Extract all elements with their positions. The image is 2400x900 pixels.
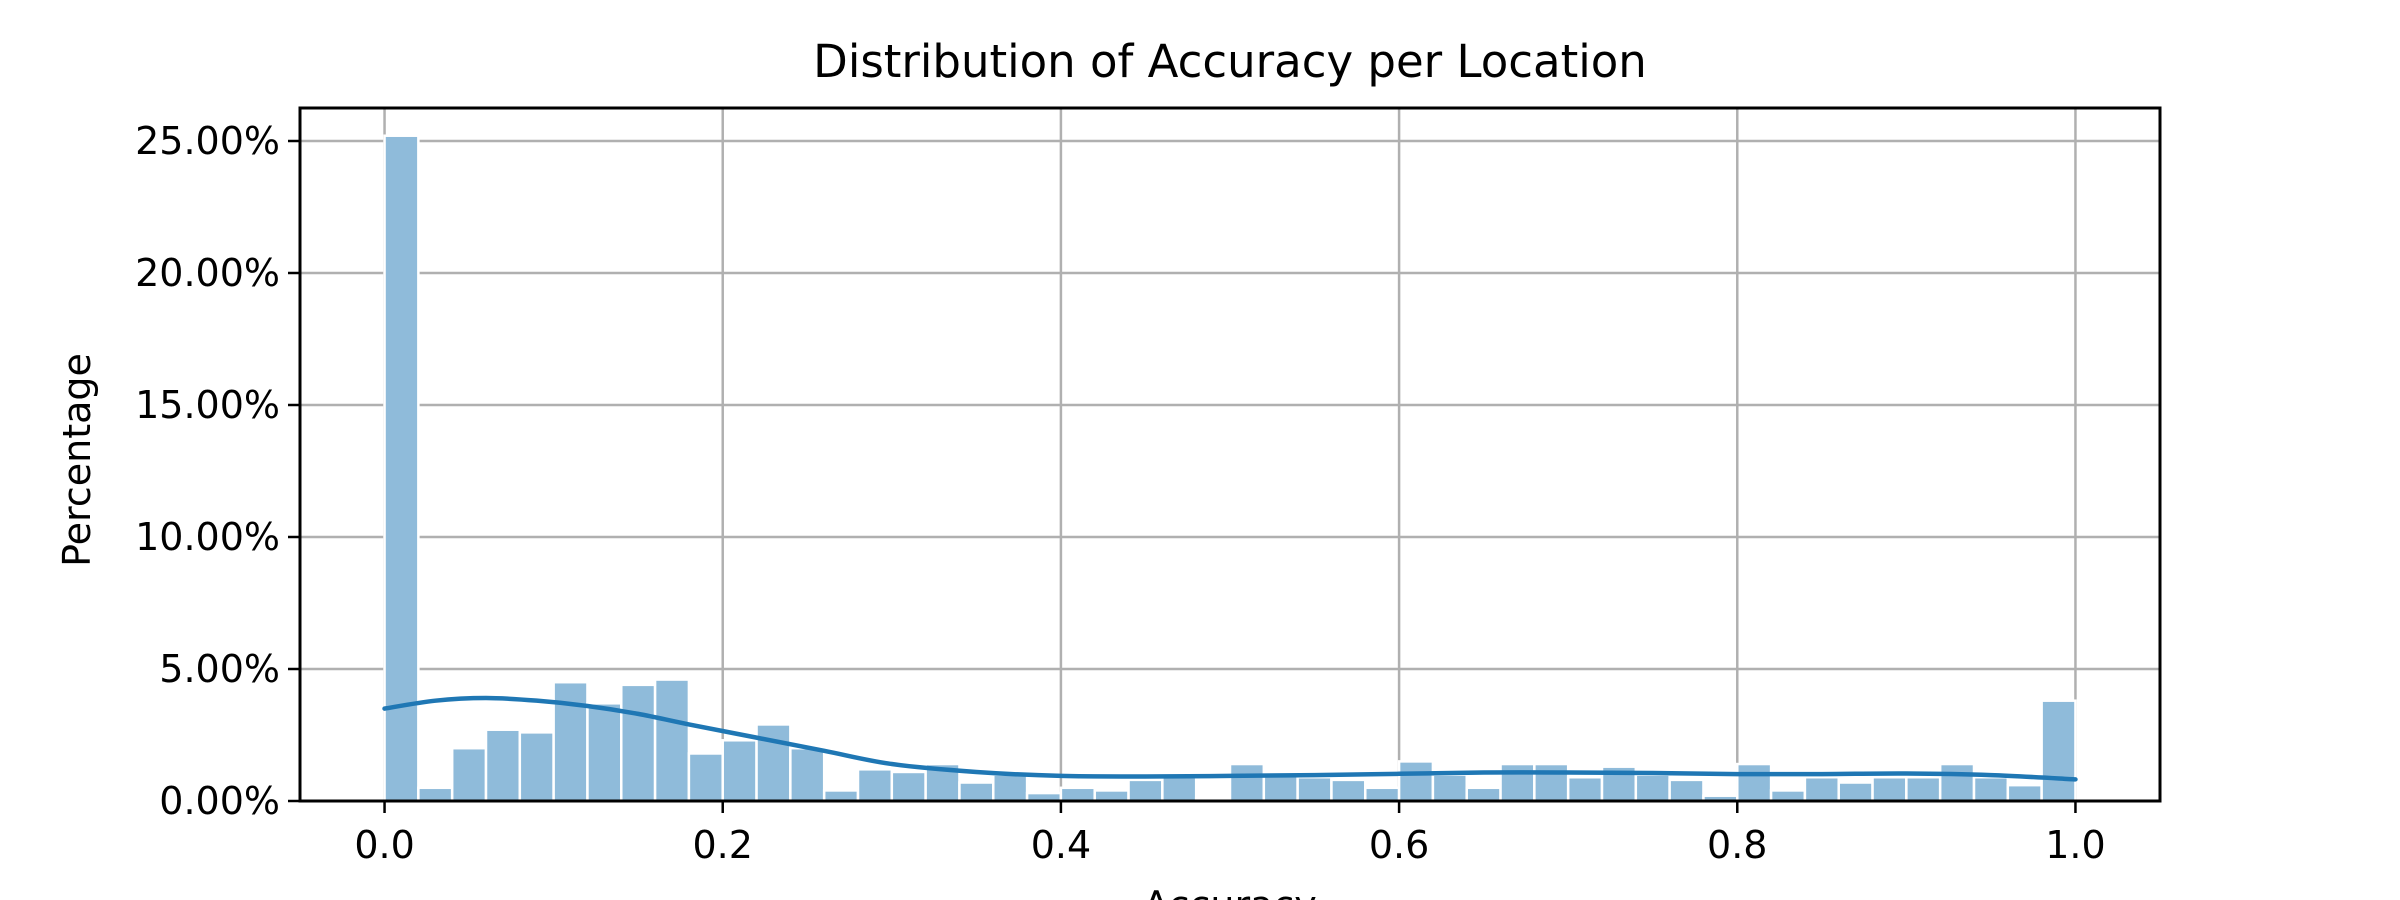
histogram-bar xyxy=(586,702,623,803)
histogram-bar xyxy=(856,768,894,803)
histogram-bar xyxy=(1803,775,1840,803)
histogram-bar xyxy=(992,773,1029,803)
y-tick-label: 10.00% xyxy=(135,515,280,559)
x-tick-label: 0.4 xyxy=(1031,823,1091,867)
histogram-bar xyxy=(1769,789,1807,803)
x-tick-label: 0.0 xyxy=(354,823,414,867)
histogram-bar xyxy=(1127,778,1164,803)
chart-title: Distribution of Accuracy per Location xyxy=(813,35,1647,88)
histogram-bar xyxy=(620,683,657,803)
histogram-bar xyxy=(1364,786,1401,803)
histogram-bar xyxy=(1330,778,1367,803)
plot-frame xyxy=(298,106,2162,803)
histogram-bar xyxy=(1161,775,1198,803)
histogram-bar xyxy=(2040,699,2077,803)
histogram-bar xyxy=(1905,775,1942,803)
histogram-bar xyxy=(1262,773,1299,803)
histogram-bar xyxy=(653,678,691,803)
y-tick-label: 5.00% xyxy=(159,647,280,691)
histogram-bar xyxy=(417,786,454,803)
histogram-bar xyxy=(1668,778,1705,803)
histogram-bar xyxy=(1533,762,1570,803)
histogram-bar xyxy=(789,746,826,803)
histogram-bar xyxy=(721,739,758,803)
axis-ticks: 0.0 0.2 0.4 0.6 0.8 1.0 0.00% 5.00% 10.00% 15.00%… xyxy=(135,119,2106,867)
histogram-bar xyxy=(822,789,860,803)
histogram-bar xyxy=(552,680,589,803)
histogram-bar xyxy=(2006,783,2043,803)
histogram-bar xyxy=(484,728,522,803)
x-tick-label: 0.8 xyxy=(1707,823,1767,867)
histogram-bar xyxy=(1634,773,1671,803)
histogram-bar xyxy=(1972,775,2010,803)
histogram-bar xyxy=(1465,786,1502,803)
y-tick-label: 15.00% xyxy=(135,383,280,427)
histogram-bar xyxy=(1566,775,1604,803)
x-tick-label: 0.2 xyxy=(693,823,753,867)
histogram-bar xyxy=(1837,781,1874,803)
histogram-bar xyxy=(1059,786,1096,803)
y-tick-label: 0.00% xyxy=(159,779,280,823)
histogram-bar xyxy=(383,134,420,803)
histogram-bar xyxy=(958,781,995,803)
histogram-bar xyxy=(687,752,724,803)
histogram-bar xyxy=(1499,762,1536,803)
histogram-bar xyxy=(450,746,488,803)
y-tick-label: 20.00% xyxy=(135,251,280,295)
x-tick-label: 1.0 xyxy=(2045,823,2105,867)
histogram-bar xyxy=(1228,762,1266,803)
histogram-bar xyxy=(755,723,792,803)
histogram-bars xyxy=(383,134,2077,803)
histogram-bar xyxy=(890,770,927,803)
histogram-bar xyxy=(518,731,555,803)
histogram-bar xyxy=(1296,775,1333,803)
histogram-bar xyxy=(1397,760,1435,803)
histogram-bar xyxy=(1938,762,1976,803)
x-tick-label: 0.6 xyxy=(1369,823,1429,867)
histogram-bar xyxy=(1431,773,1468,803)
histogram-bar xyxy=(1871,775,1908,803)
histogram-bar xyxy=(1736,762,1773,803)
y-axis-label: Percentage xyxy=(55,353,99,567)
kde-curve xyxy=(382,695,2078,782)
histogram-bar xyxy=(1093,789,1130,803)
y-tick-label: 25.00% xyxy=(135,119,280,163)
x-axis-label: Accuracy xyxy=(1143,883,1317,900)
